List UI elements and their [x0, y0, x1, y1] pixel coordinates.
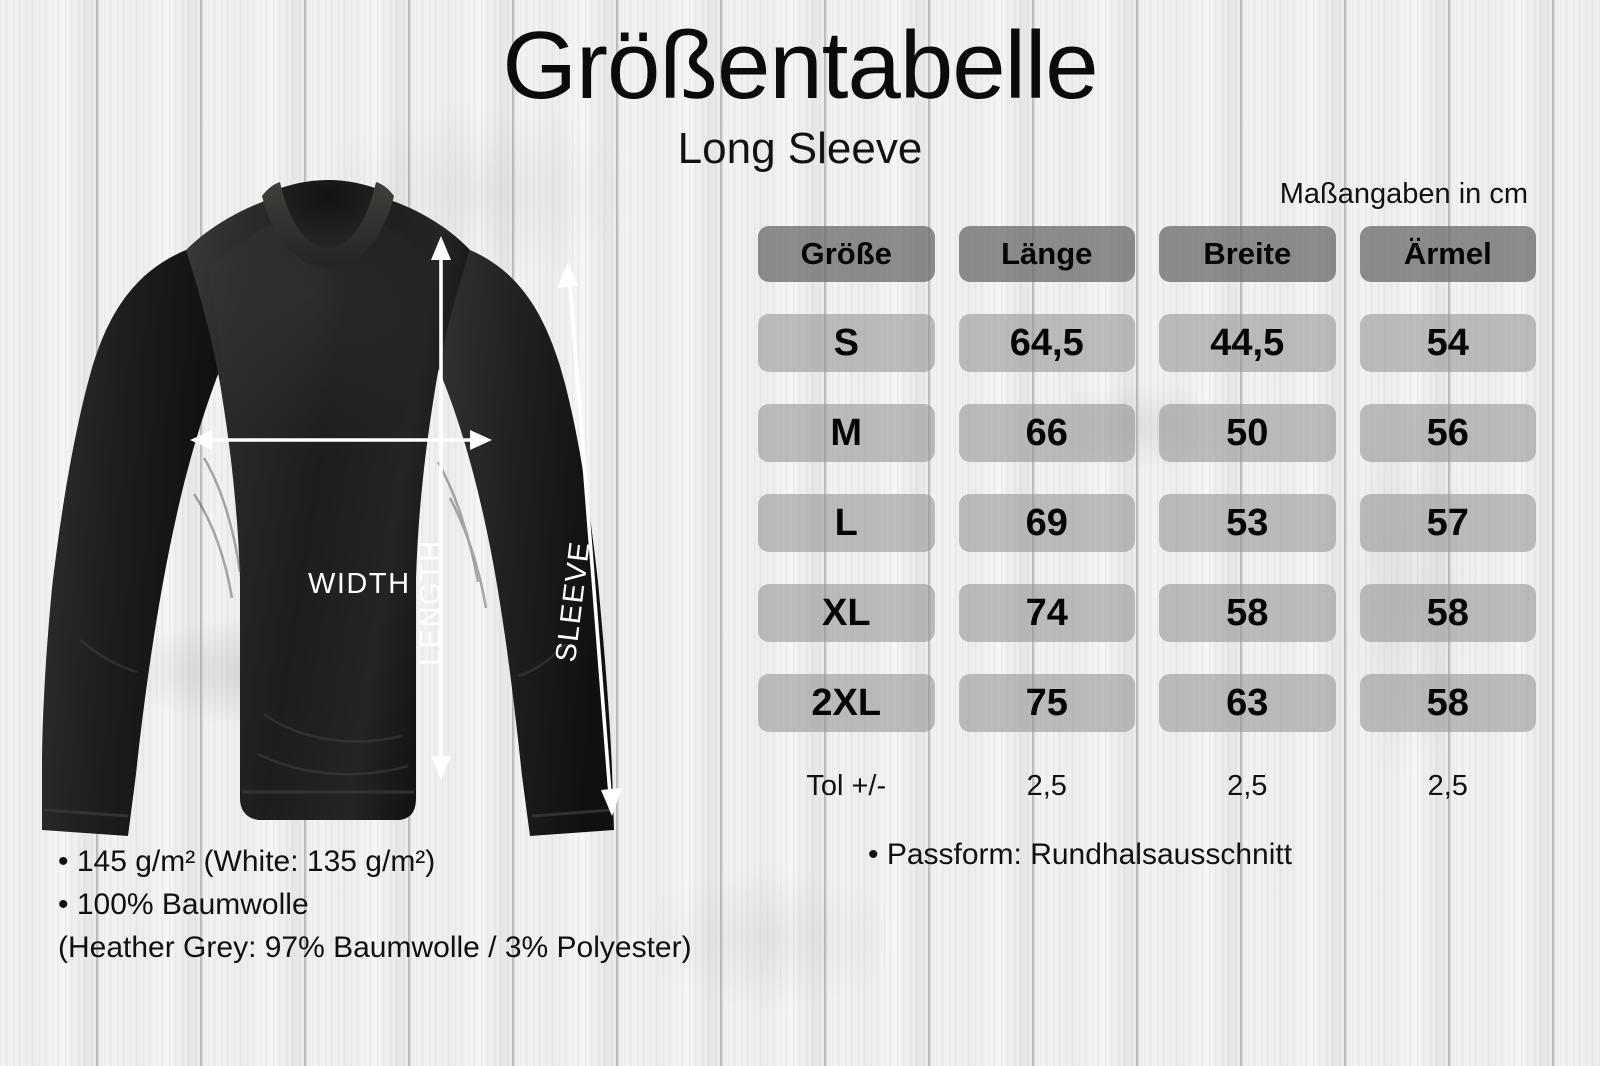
fabric-spec-weight: • 145 g/m² (White: 135 g/m²)	[58, 845, 436, 878]
width-cell: 53	[1159, 494, 1336, 552]
width-arrow	[190, 430, 492, 450]
length-measurement-label: LENGTH	[415, 539, 447, 666]
measurement-arrows	[190, 236, 622, 816]
table-row: XL 74 58 58	[758, 584, 1536, 642]
tolerance-row: Tol +/- 2,5 2,5 2,5	[758, 764, 1536, 808]
sleeve-cell: 58	[1359, 674, 1536, 732]
table-header-aermel: Ärmel	[1359, 226, 1536, 282]
sleeve-cell: 57	[1359, 494, 1536, 552]
sleeve-cell: 54	[1359, 314, 1536, 372]
sleeve-cell: 58	[1359, 584, 1536, 642]
width-cell: 50	[1159, 404, 1336, 462]
fabric-specs-list: • 145 g/m² (White: 135 g/m²) • 100% Baum…	[58, 840, 692, 970]
shirt-left-sleeve	[42, 250, 226, 836]
length-cell: 75	[958, 674, 1135, 732]
table-row: 2XL 75 63 58	[758, 674, 1536, 732]
page-subtitle: Long Sleeve	[677, 123, 923, 173]
shirt-chest-highlight	[208, 206, 450, 498]
shirt-fabric-folds	[79, 457, 567, 776]
shirt-right-sleeve	[432, 250, 614, 836]
table-header-groesse: Größe	[758, 226, 935, 282]
table-header-breite: Breite	[1159, 226, 1336, 282]
size-cell: S	[758, 314, 935, 372]
shirt-collar	[262, 182, 394, 268]
width-cell: 44,5	[1159, 314, 1336, 372]
fit-spec: • Passform: Rundhalsausschnitt	[868, 838, 1293, 871]
tolerance-sleeve-value: 2,5	[1427, 769, 1468, 802]
tolerance-label: Tol +/-	[806, 769, 887, 802]
length-cell: 64,5	[958, 314, 1135, 372]
width-cell: 58	[1159, 584, 1336, 642]
table-row: S 64,5 44,5 54	[758, 314, 1536, 372]
table-row: M 66 50 56	[758, 404, 1536, 462]
tolerance-width-value: 2,5	[1227, 769, 1268, 802]
tolerance-length-value: 2,5	[1026, 769, 1067, 802]
shirt-diagram: WIDTH LENGTH SLEEVE	[18, 158, 658, 858]
size-cell: L	[758, 494, 935, 552]
size-cell: 2XL	[758, 674, 935, 732]
units-note: Maßangaben in cm	[1279, 178, 1528, 210]
sleeve-arrow	[557, 262, 622, 816]
table-header-laenge: Länge	[958, 226, 1135, 282]
fabric-spec-material: • 100% Baumwolle	[58, 888, 309, 922]
width-measurement-label: WIDTH	[308, 568, 411, 600]
shirt-left-cuff-seam	[43, 808, 129, 818]
length-arrow	[431, 236, 451, 780]
title-block: Größentabelle Long Sleeve	[0, 14, 1600, 174]
length-cell: 66	[958, 404, 1135, 462]
length-cell: 74	[958, 584, 1135, 642]
table-header-row: Größe Länge Breite Ärmel	[758, 226, 1536, 282]
page-title: Größentabelle	[502, 12, 1098, 119]
sleeve-cell: 56	[1359, 404, 1536, 462]
table-row: L 69 53 57	[758, 494, 1536, 552]
width-cell: 63	[1159, 674, 1336, 732]
size-cell: M	[758, 404, 935, 462]
shirt-right-cuff-seam	[531, 808, 613, 818]
shirt-illustration-svg	[42, 180, 622, 836]
size-cell: XL	[758, 584, 935, 642]
length-cell: 69	[958, 494, 1135, 552]
size-table: Größe Länge Breite Ärmel S 64,5 44,5 54 …	[758, 226, 1536, 808]
fabric-spec-heathergrey: (Heather Grey: 97% Baumwolle / 3% Polyes…	[58, 931, 692, 965]
